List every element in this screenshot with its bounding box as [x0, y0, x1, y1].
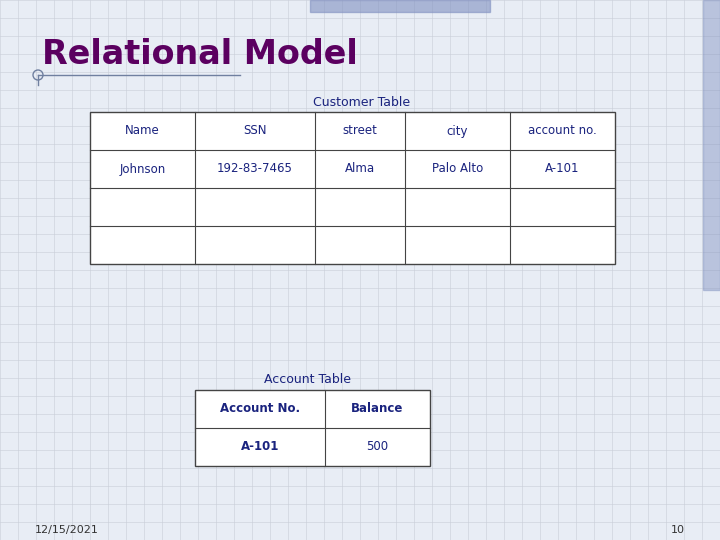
- Text: street: street: [343, 125, 377, 138]
- Text: Johnson: Johnson: [120, 163, 166, 176]
- Text: Balance: Balance: [351, 402, 404, 415]
- Text: Palo Alto: Palo Alto: [432, 163, 483, 176]
- Text: 192-83-7465: 192-83-7465: [217, 163, 293, 176]
- Text: A-101: A-101: [240, 441, 279, 454]
- Bar: [310, 0, 490, 12]
- Text: A-101: A-101: [545, 163, 580, 176]
- Text: city: city: [446, 125, 468, 138]
- Text: account no.: account no.: [528, 125, 597, 138]
- Text: 500: 500: [366, 441, 389, 454]
- Text: Alma: Alma: [345, 163, 375, 176]
- Text: Account No.: Account No.: [220, 402, 300, 415]
- Bar: [195, 390, 430, 466]
- Text: Relational Model: Relational Model: [42, 38, 358, 71]
- Bar: [703, 0, 720, 290]
- Bar: [90, 112, 615, 264]
- Text: Name: Name: [125, 125, 160, 138]
- Text: 10: 10: [671, 525, 685, 535]
- Text: 12/15/2021: 12/15/2021: [35, 525, 99, 535]
- Text: Customer Table: Customer Table: [313, 96, 410, 109]
- Text: SSN: SSN: [243, 125, 266, 138]
- Text: Account Table: Account Table: [264, 373, 351, 386]
